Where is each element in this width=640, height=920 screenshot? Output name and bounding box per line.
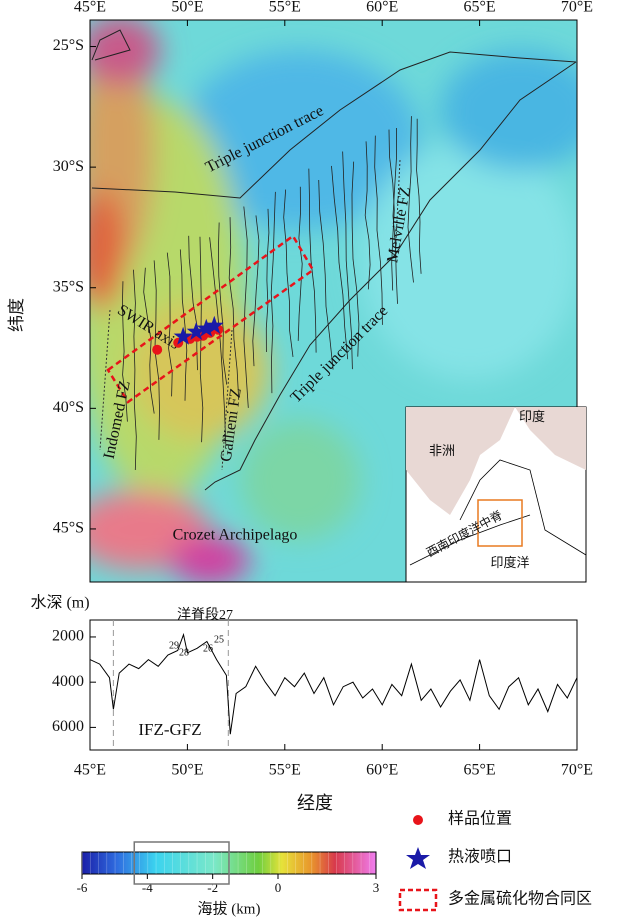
inset-box: [477, 499, 523, 547]
x-tick-label: 65°E: [464, 762, 496, 779]
x-tick-label: 70°E: [561, 762, 593, 779]
legend-contract: [398, 888, 438, 912]
coast: [91, 29, 131, 61]
contract-area: [106, 234, 315, 404]
ridge: [409, 514, 531, 566]
fracture: [228, 217, 240, 400]
fracture: [265, 208, 270, 353]
colorbar-tick-label: -2: [207, 880, 218, 895]
fracture: [308, 168, 317, 353]
fracture: [166, 252, 173, 397]
lon-tick-label: 60°E: [366, 0, 398, 16]
melville-fz: [394, 159, 401, 261]
map-relief: [90, 20, 577, 582]
inset-label: 非洲: [429, 443, 455, 458]
colorbar-tick-label: 0: [275, 880, 282, 895]
fracture: [342, 151, 353, 370]
x-tick-label: 60°E: [366, 762, 398, 779]
land-africa: [406, 407, 515, 515]
lon-tick-label: 70°E: [561, 0, 593, 16]
lat-tick-label: 40°S: [53, 399, 84, 416]
x-tick-label: 55°E: [269, 762, 301, 779]
segment-number: 28: [179, 647, 189, 658]
fracture: [318, 179, 334, 370]
fracture: [143, 267, 155, 414]
indomed-fz: [99, 309, 111, 451]
inset-label: 印度洋: [490, 555, 529, 570]
profile-frame: [89, 619, 578, 751]
colorbar-tick-label: -6: [77, 880, 88, 895]
profile-y-label: 水深 (m): [30, 594, 89, 612]
y-tick-label: 2000: [52, 628, 84, 645]
vent: [173, 326, 193, 345]
colorbar-label: 海拔 (km): [198, 900, 261, 917]
legend-sample: [413, 815, 423, 825]
fracture: [179, 249, 188, 401]
vent: [186, 321, 206, 340]
fracture: [283, 189, 294, 357]
fracture: [392, 128, 398, 304]
trace-north: [91, 51, 577, 199]
map-y-label: 纬度: [7, 298, 26, 332]
legend-label: 多金属硫化物合同区: [448, 890, 592, 908]
lon-tick-label: 50°E: [171, 0, 203, 16]
fracture: [374, 135, 383, 325]
inset-label: 印度: [519, 409, 545, 424]
lat-tick-label: 30°S: [53, 158, 84, 175]
x-tick-label: 50°E: [171, 762, 203, 779]
lat-tick-label: 25°S: [53, 37, 84, 54]
inset: 印度 非洲 印度洋 西南印度洋中脊: [405, 406, 587, 583]
x-tick-label: 45°E: [74, 762, 106, 779]
lat-tick-label: 35°S: [53, 278, 84, 295]
legend-label: 热液喷口: [448, 848, 512, 866]
segment-label: 洋脊段27: [177, 607, 233, 623]
legend: 样品位置 热液喷口 多金属硫化物合同区: [398, 810, 592, 912]
region-label: IFZ-GFZ: [138, 720, 201, 739]
fracture: [121, 281, 128, 422]
fracture: [133, 269, 137, 471]
trace-south: [204, 61, 577, 491]
y-tick-label: 4000: [52, 673, 84, 690]
fracture-lines: [91, 29, 577, 491]
colorbar-tick-label: -4: [142, 880, 153, 895]
segment-number: 29: [169, 640, 179, 651]
segment-number: 25: [214, 634, 224, 645]
fracture: [331, 165, 349, 360]
colorbar-tick-label: 3: [373, 880, 380, 895]
fracture: [407, 116, 414, 283]
fracture: [297, 186, 303, 341]
place-label: Crozet Archipelago: [173, 527, 298, 544]
y-tick-label: 6000: [52, 718, 84, 735]
colorbar-highlight: [133, 841, 230, 885]
profile-x-label: 经度: [297, 793, 333, 813]
fracture: [364, 141, 371, 290]
lat-tick-label: 45°S: [53, 520, 84, 537]
map-frame: [89, 19, 578, 583]
vent: [196, 318, 216, 337]
segment-number: 26: [203, 643, 213, 654]
fracture: [209, 237, 227, 445]
fracture: [416, 118, 422, 274]
fracture: [270, 191, 276, 394]
fracture: [188, 235, 198, 371]
lon-tick-label: 45°E: [74, 0, 106, 16]
fracture: [252, 215, 260, 367]
fracture: [243, 206, 249, 408]
land-india: [515, 407, 586, 470]
sample: [152, 344, 163, 355]
vent: [204, 315, 224, 334]
fracture: [388, 129, 395, 291]
legend-label: 样品位置: [448, 810, 512, 828]
fracture: [217, 222, 228, 385]
ridge: [459, 459, 587, 556]
gallieni-fz: [221, 329, 233, 471]
lon-tick-label: 55°E: [269, 0, 301, 16]
fracture: [351, 161, 360, 357]
lon-tick-label: 65°E: [464, 0, 496, 16]
legend-vent: [406, 847, 430, 869]
depth-line: [89, 632, 578, 735]
